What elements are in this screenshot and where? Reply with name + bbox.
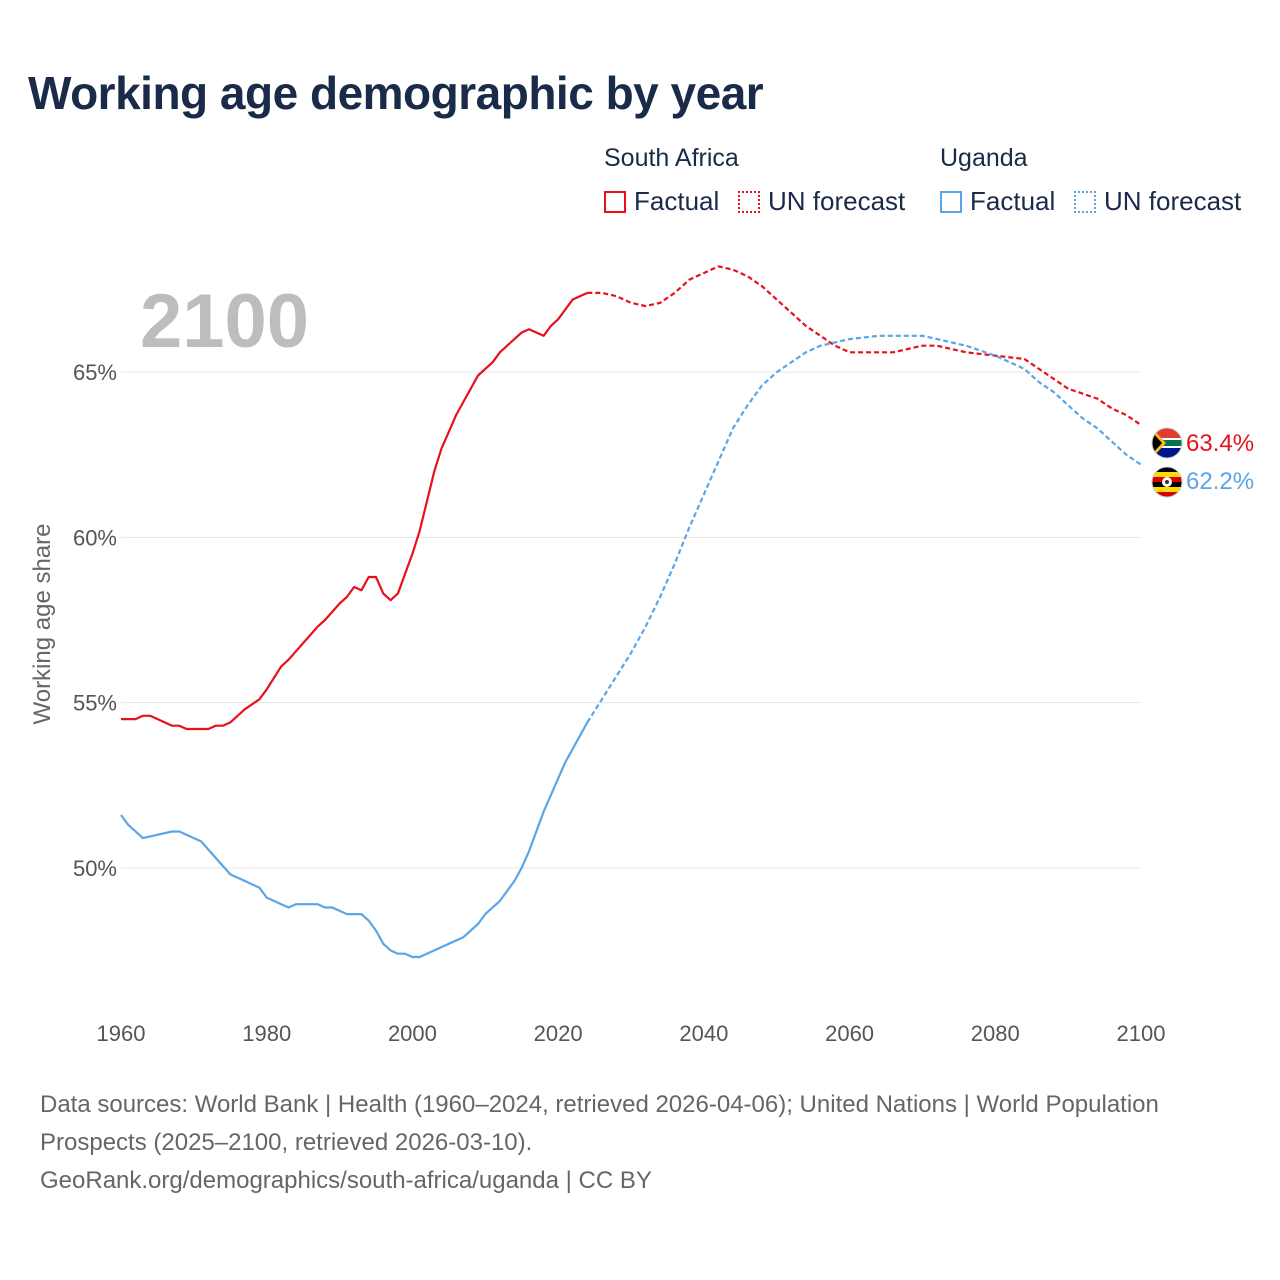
x-tick-label: 2040 (679, 1021, 728, 1046)
legend-uganda-label: Uganda (940, 144, 1028, 172)
y-tick-label: 65% (73, 360, 117, 385)
uganda-end-label: 62.2% (1186, 468, 1254, 495)
legend-solid-swatch-icon (604, 190, 626, 213)
footer-sources: Data sources: World Bank | Health (1960–… (40, 1086, 1220, 1200)
legend-uganda-forecast[interactable]: UN forecast (1074, 186, 1241, 217)
legend-dotted-swatch-icon (738, 190, 760, 213)
legend-south-africa-factual[interactable]: Factual (604, 186, 719, 217)
south-africa-forecast-line[interactable] (587, 265, 1142, 426)
legend-uganda-factual[interactable]: Factual (940, 186, 1055, 217)
y-axis-label: Working age share (29, 524, 56, 725)
south-africa-flag-icon (1152, 428, 1182, 458)
legend-south-africa-label: South Africa (604, 144, 739, 172)
y-tick-label: 60% (73, 525, 117, 550)
x-tick-label: 2080 (971, 1021, 1020, 1046)
uganda-factual-line[interactable] (120, 721, 589, 959)
south-africa-end-label: 63.4% (1186, 430, 1254, 457)
chart-title: Working age demographic by year (28, 67, 764, 119)
footer-data-sources: Data sources: World Bank | Health (1960–… (40, 1091, 1159, 1156)
x-tick-label: 2020 (534, 1021, 583, 1046)
uganda-forecast-line[interactable] (586, 334, 1142, 723)
x-tick-label: 2100 (1117, 1021, 1166, 1046)
y-tick-label: 55% (73, 691, 117, 716)
legend-south-africa-forecast[interactable]: UN forecast (738, 186, 905, 217)
south-africa-factual-line[interactable] (121, 291, 588, 731)
current-year-display: 2100 (140, 279, 310, 364)
legend-solid-swatch-icon (940, 190, 962, 213)
y-tick-label: 50% (73, 856, 117, 881)
legend-dotted-swatch-icon (1074, 190, 1096, 213)
footer-attribution[interactable]: GeoRank.org/demographics/south-africa/ug… (40, 1167, 652, 1194)
legend-uganda-forecast-label: UN forecast (1104, 186, 1242, 216)
legend-south-africa-factual-label: Factual (634, 186, 720, 216)
uganda-flag-icon (1152, 467, 1182, 497)
x-tick-label: 1960 (97, 1021, 146, 1046)
legend-uganda-factual-label: Factual (970, 186, 1056, 216)
x-tick-label: 2060 (825, 1021, 874, 1046)
x-tick-label: 2000 (388, 1021, 437, 1046)
x-tick-label: 1980 (242, 1021, 291, 1046)
legend-south-africa-forecast-label: UN forecast (768, 186, 906, 216)
